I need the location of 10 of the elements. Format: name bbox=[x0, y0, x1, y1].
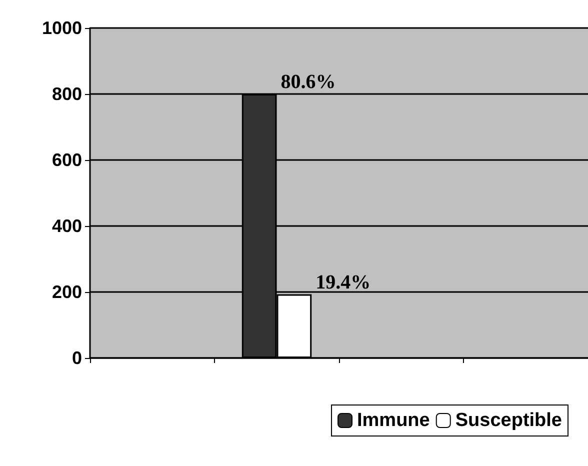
legend-label: Susceptible bbox=[455, 410, 562, 431]
y-tick-label: 0 bbox=[72, 348, 82, 368]
y-tick-label: 400 bbox=[52, 216, 82, 236]
legend-label: Immune bbox=[357, 410, 430, 431]
annotation: 19.4% bbox=[316, 271, 371, 294]
y-tick-label: 600 bbox=[52, 150, 82, 170]
y-tick-label: 1000 bbox=[42, 18, 82, 38]
y-tick-label: 200 bbox=[52, 282, 82, 302]
y-tick-label: 800 bbox=[52, 84, 82, 104]
annotation: 80.6% bbox=[280, 71, 336, 93]
